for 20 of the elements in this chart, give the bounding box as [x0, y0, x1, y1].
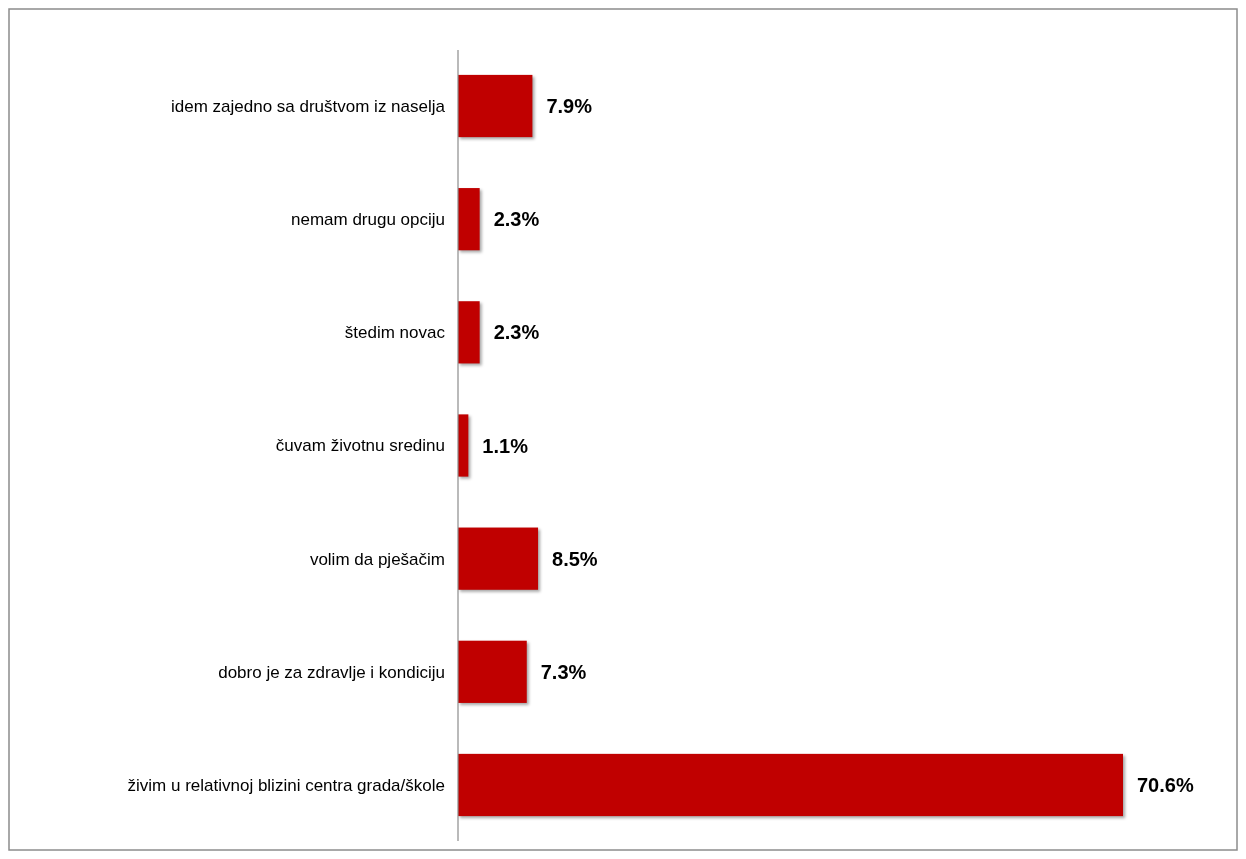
data-label: 1.1% [482, 434, 529, 457]
y-tick-label: dobro je za zdravlje i kondiciju [218, 662, 445, 682]
y-tick-label: idem zajedno sa društvom iz naselja [170, 96, 446, 116]
data-label: 8.5% [552, 547, 598, 570]
bar [458, 640, 527, 703]
y-tick-label: volim da pješačim [309, 549, 445, 569]
bar [458, 74, 533, 138]
data-label: 2.3% [493, 321, 540, 344]
y-tick-label: nemam drugu opciju [290, 210, 445, 230]
data-label: 2.3% [493, 208, 540, 231]
y-tick-label: čuvam životnu sredinu [275, 436, 445, 456]
bar [458, 188, 480, 251]
bar [458, 753, 1123, 817]
data-label: 7.3% [540, 660, 587, 683]
y-tick-label: živim u relativnoj blizini centra grada/škole [127, 775, 445, 795]
data-label: 7.9% [546, 95, 593, 118]
y-tick-label: štedim novac [344, 323, 446, 343]
data-label: 70.6% [1137, 773, 1194, 796]
bar [458, 527, 539, 590]
bar [458, 301, 480, 364]
